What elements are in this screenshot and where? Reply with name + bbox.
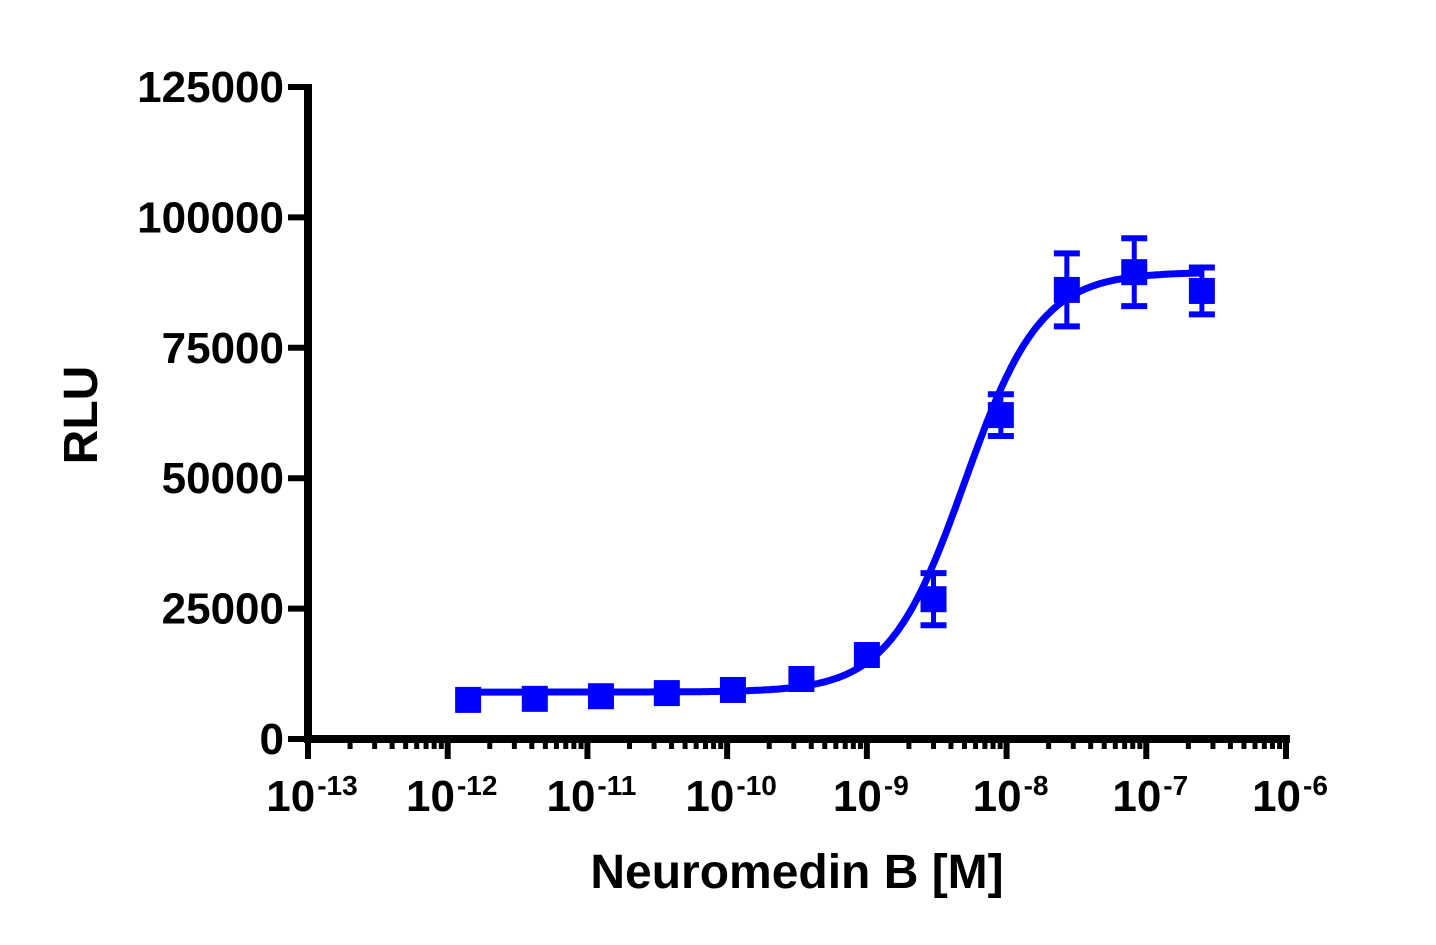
x-tick-label: 10-10 [685,770,776,821]
square-marker [653,680,680,707]
square-marker [920,586,947,613]
x-tick-label: 10-13 [266,770,357,821]
y-tick-label: 100000 [137,193,284,242]
square-marker [788,666,815,693]
square-marker [853,642,880,669]
x-tick-label: 10-8 [973,770,1049,821]
y-axis-ticks: 0 25000 50000 75000 100000 125000 [137,63,308,764]
y-tick-label: 25000 [162,585,284,634]
y-tick-label: 50000 [162,454,284,503]
data-points [455,235,1215,713]
square-marker [587,683,614,710]
data-point [455,686,482,713]
y-tick-label: 75000 [162,324,284,373]
square-marker [719,676,746,703]
data-point [920,570,947,629]
data-point [719,676,746,703]
x-tick-label: 10-7 [1112,770,1188,821]
x-tick-label: 10-12 [406,770,497,821]
x-tick-label: 10-6 [1252,770,1328,821]
square-marker [455,686,482,713]
x-axis-ticks: 10-13 10-12 10-11 10-10 10-9 10-8 10-7 10-6 [266,739,1328,821]
y-tick-label: 0 [260,715,284,764]
x-tick-label: 10-9 [833,770,909,821]
y-axis-title: RLU [55,366,108,465]
data-point [987,391,1014,439]
square-marker [1188,277,1215,304]
x-tick-label: 10-11 [546,770,636,821]
square-marker [1053,276,1080,303]
data-point [1121,235,1148,310]
x-axis-title: Neuromedin B [M] [590,846,1003,899]
square-marker [521,685,548,712]
fit-curve [468,269,1202,696]
axes [304,84,1290,743]
data-point [521,685,548,712]
data-point [653,680,680,707]
data-point [1188,264,1215,318]
data-point [1053,250,1080,330]
square-marker [1121,259,1148,286]
square-marker [987,402,1014,429]
data-point [788,666,815,693]
y-tick-label: 125000 [137,63,284,112]
data-point [853,642,880,669]
data-point [587,683,614,710]
